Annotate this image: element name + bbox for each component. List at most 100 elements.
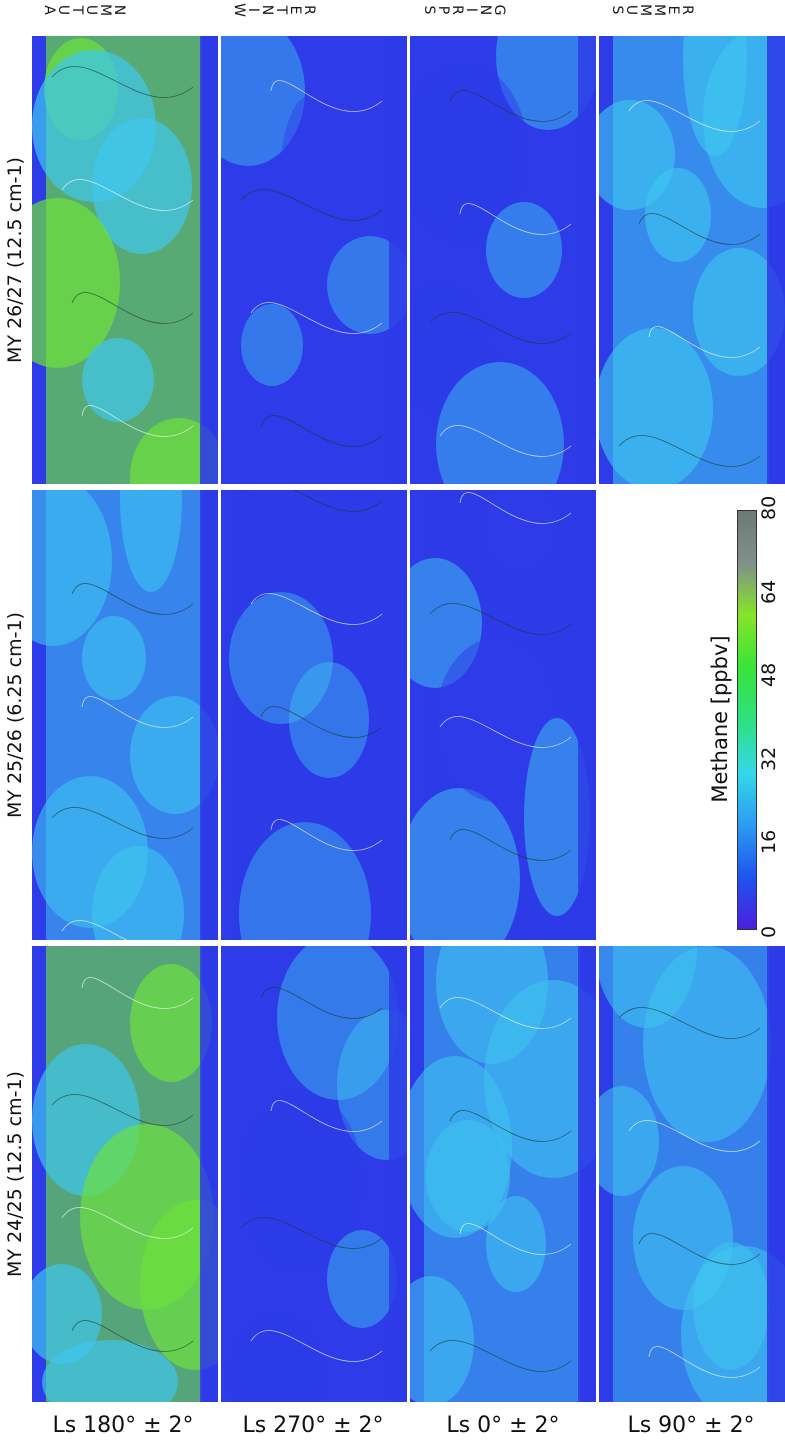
contour-line <box>449 1110 572 1142</box>
colorbar-tick-label: 64 <box>758 579 780 604</box>
ls-label-summer: Ls 90° ± 2° <box>627 1413 755 1438</box>
map-background <box>221 490 407 940</box>
contour-line <box>240 189 383 221</box>
methane-blob <box>486 490 554 574</box>
methane-blob <box>221 582 335 664</box>
map-svg <box>221 36 407 484</box>
methane-blob <box>130 696 218 814</box>
colorbar-tick-label: 48 <box>758 663 780 688</box>
methane-blob <box>299 164 407 332</box>
contour-line <box>459 203 572 235</box>
colorbar-tick-label: 80 <box>758 495 780 520</box>
methane-blob <box>229 592 333 724</box>
contour-line <box>250 593 383 625</box>
contour-line <box>71 292 194 324</box>
methane-blob <box>221 742 297 892</box>
methane-blob <box>681 1246 785 1402</box>
map-svg <box>599 36 785 484</box>
map-edge-strip <box>578 36 596 484</box>
methane-blob <box>277 946 399 1100</box>
contour-line <box>260 706 383 738</box>
methane-blob <box>32 776 148 928</box>
season-letter: G <box>491 4 507 16</box>
colorbar: Methane [ppbv] 0 16 32 48 64 80 <box>700 496 780 938</box>
contour-line <box>61 179 194 211</box>
methane-blob <box>120 490 182 592</box>
methane-blob <box>130 964 212 1082</box>
methane-blob <box>599 1086 659 1196</box>
contour-line <box>51 1094 194 1126</box>
methane-blob <box>693 248 785 376</box>
methane-blob <box>484 980 596 1178</box>
contour-line <box>429 603 572 635</box>
colorbar-title: Methane [ppbv] <box>708 635 732 803</box>
contour-line <box>61 1207 194 1239</box>
contour-line <box>51 66 194 98</box>
contour-line <box>250 1330 383 1362</box>
map-panel-my-24-25-spring <box>410 946 596 1402</box>
contour-line <box>459 492 572 524</box>
row-label-my-25-26: MY 25/26 (6.25 cm-1) <box>0 490 30 940</box>
map-edge-strip <box>200 36 218 484</box>
contour-line <box>270 80 383 112</box>
map-background <box>221 946 407 1402</box>
contour-line <box>81 405 194 437</box>
map-panel-my-25-26-winter <box>221 490 407 940</box>
contour-line <box>81 696 194 728</box>
map-panel-my-26-27-summer <box>599 36 785 484</box>
map-svg <box>32 946 218 1402</box>
methane-blob <box>410 788 520 940</box>
contour-line <box>429 1340 572 1372</box>
contour-line <box>260 987 383 1019</box>
map-edge-strip <box>767 946 785 1402</box>
contour-line <box>618 1007 761 1039</box>
map-panel-my-24-25-winter <box>221 946 407 1402</box>
map-svg <box>599 946 785 1402</box>
season-letter: N <box>111 4 127 16</box>
contour-line <box>429 312 572 344</box>
map-svg <box>221 490 407 940</box>
row-label-text: MY 25/26 (6.25 cm-1) <box>4 612 26 818</box>
colorbar-tick-label: 16 <box>758 830 780 855</box>
contour-line <box>628 100 761 132</box>
methane-blob <box>241 304 303 386</box>
contour-line <box>638 1233 761 1265</box>
contour-line <box>439 716 572 748</box>
contour-line <box>81 977 194 1009</box>
contour-line <box>449 829 572 861</box>
methane-blob <box>496 36 596 130</box>
methane-blob <box>239 822 371 940</box>
contour-line <box>270 1100 383 1132</box>
contour-line <box>648 1346 761 1378</box>
methane-blob <box>426 1120 510 1232</box>
map-band <box>424 36 580 484</box>
ls-label-winter: Ls 270° ± 2° <box>242 1413 384 1438</box>
methane-blob <box>32 50 156 202</box>
row-label-text: MY 24/25 (12.5 cm-1) <box>4 1071 26 1277</box>
contour-line <box>449 90 572 122</box>
map-panel-my-25-26-autumn <box>32 490 218 940</box>
contour-line <box>648 326 761 358</box>
map-panel-my-25-26-spring <box>410 490 596 940</box>
contour-line <box>638 213 761 245</box>
methane-blob <box>599 100 675 210</box>
map-svg <box>410 490 596 940</box>
map-panel-my-24-25-autumn <box>32 946 218 1402</box>
map-edge-strip <box>389 36 407 484</box>
methane-blob <box>289 384 377 484</box>
methane-blob <box>410 282 490 412</box>
map-panel-my-26-27-spring <box>410 36 596 484</box>
map-background <box>221 36 407 484</box>
map-band <box>235 946 391 1402</box>
methane-blob <box>289 662 369 778</box>
map-svg <box>32 490 218 940</box>
map-edge-strip <box>578 946 596 1402</box>
contour-line <box>61 920 128 940</box>
map-edge-strip <box>389 946 407 1402</box>
map-panel-my-24-25-summer <box>599 946 785 1402</box>
colorbar-gradient <box>737 510 757 930</box>
methane-blob <box>32 1264 102 1364</box>
